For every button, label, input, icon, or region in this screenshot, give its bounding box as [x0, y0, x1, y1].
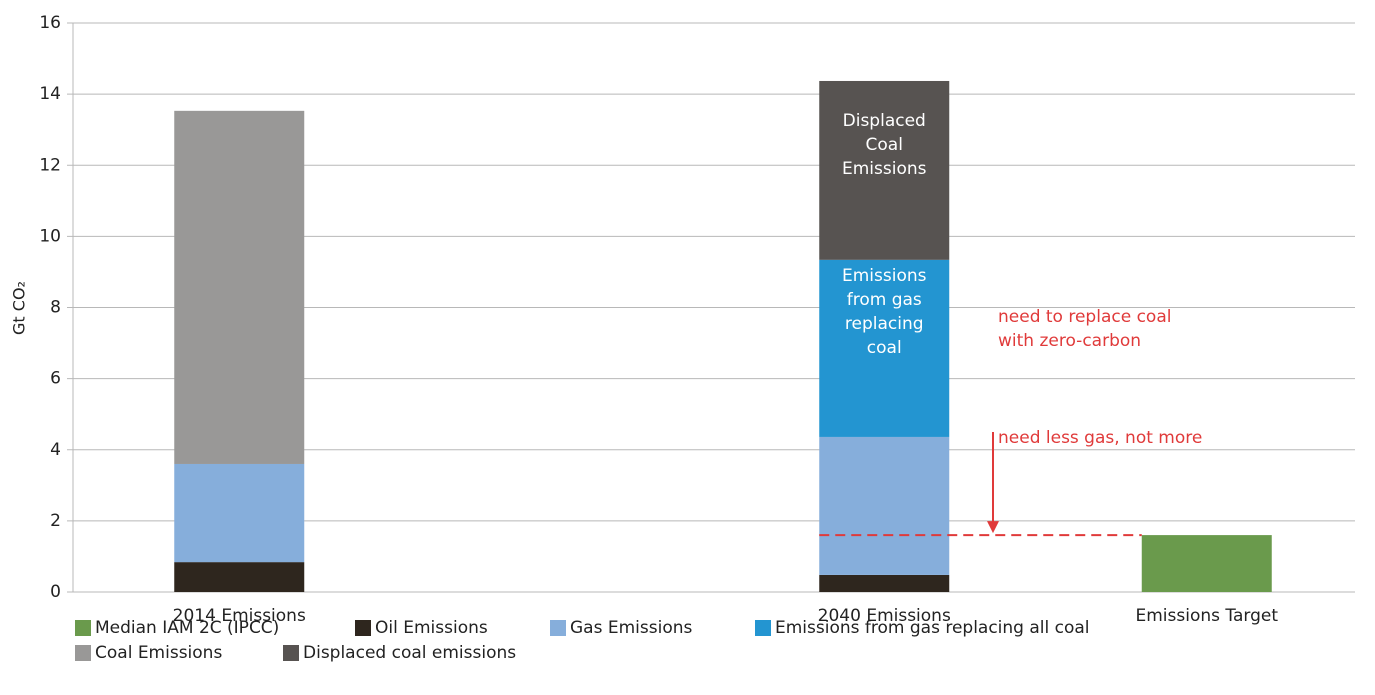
legend-swatch [355, 620, 371, 636]
y-tick-label: 14 [39, 84, 61, 104]
annotation: Emissions [842, 159, 927, 179]
legend-label: Oil Emissions [375, 618, 488, 638]
legend-swatch [283, 645, 299, 661]
annotation: Displaced [843, 111, 926, 131]
x-tick-label: Emissions Target [1136, 606, 1279, 626]
legend-label: Median IAM 2C (IPCC) [95, 618, 279, 638]
y-tick-label: 0 [50, 582, 61, 602]
annotation: need to replace coal [998, 307, 1171, 327]
legend-swatch [75, 620, 91, 636]
legend-label: Coal Emissions [95, 643, 222, 663]
bar-segment [819, 436, 950, 575]
y-tick-label: 4 [50, 440, 61, 460]
annotation: from gas [847, 290, 922, 310]
y-axis-label: Gt CO₂ [10, 281, 29, 335]
legend-label: Emissions from gas replacing all coal [775, 618, 1090, 638]
bar-segment [174, 110, 305, 464]
bar-segment [819, 574, 950, 592]
annotation: need less gas, not more [998, 428, 1202, 448]
y-tick-label: 6 [50, 369, 61, 389]
x-tick-label: 2040 Emissions [818, 606, 951, 626]
y-tick-label: 8 [50, 298, 61, 318]
arrow-head [987, 521, 999, 534]
y-tick-label: 2 [50, 511, 61, 531]
bar-segment [174, 562, 305, 592]
legend-swatch [75, 645, 91, 661]
legend-label: Displaced coal emissions [303, 643, 516, 663]
y-tick-label: 16 [39, 13, 61, 33]
legend-swatch [550, 620, 566, 636]
bar-segment [819, 259, 950, 437]
bar-segment [1141, 535, 1272, 592]
annotation: with zero-carbon [998, 331, 1141, 351]
annotation: replacing [845, 314, 924, 334]
bar-segment [174, 463, 305, 563]
bar-segment [819, 80, 950, 260]
annotation: Coal [866, 135, 903, 155]
annotation: coal [867, 338, 902, 358]
legend-label: Gas Emissions [570, 618, 692, 638]
y-tick-label: 12 [39, 155, 61, 175]
y-tick-label: 10 [39, 226, 61, 246]
annotation: Emissions [842, 266, 927, 286]
legend-swatch [755, 620, 771, 636]
x-tick-label: 2014 Emissions [173, 606, 306, 626]
